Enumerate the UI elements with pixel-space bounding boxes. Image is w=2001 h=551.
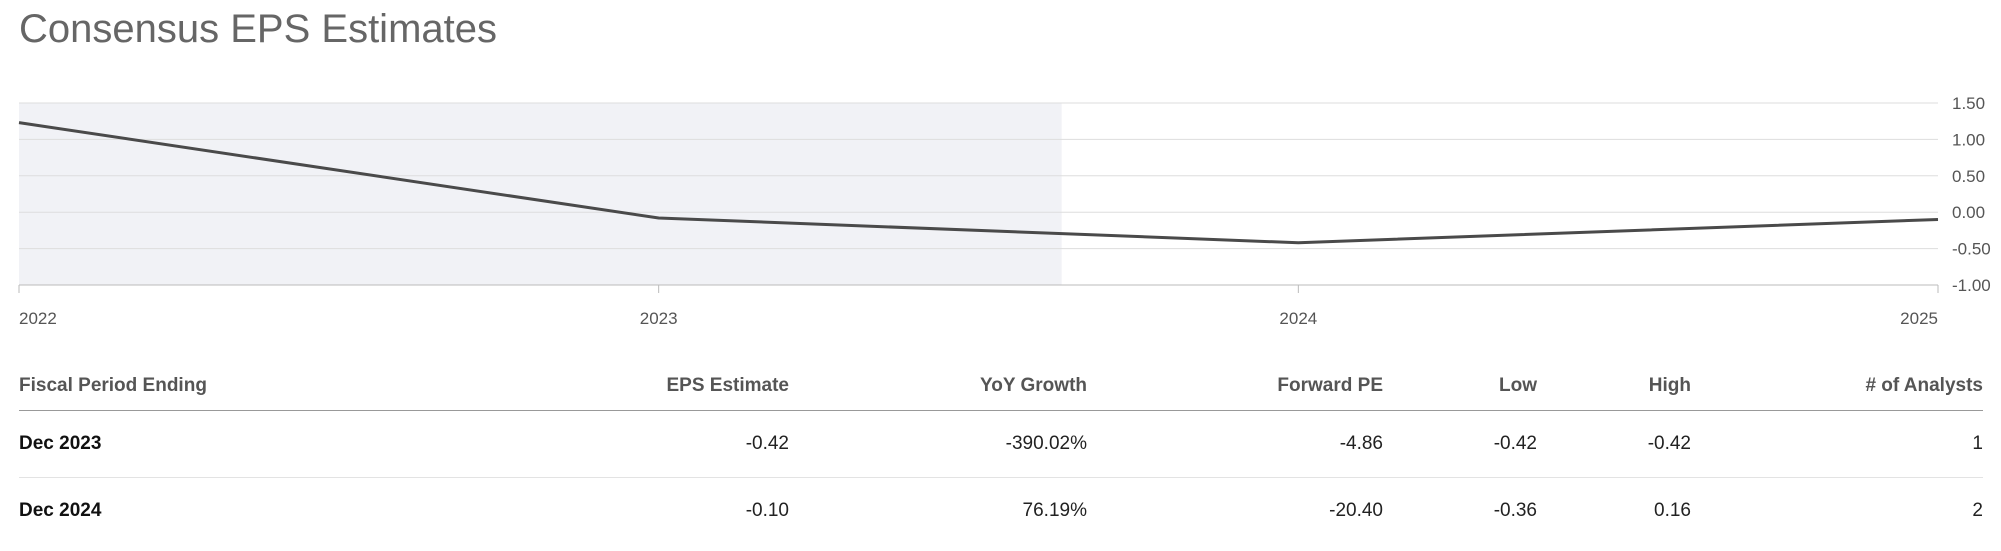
cell-fiscal-period: Dec 2024 xyxy=(19,500,102,521)
cell-low: -0.42 xyxy=(1383,410,1537,478)
header-high: High xyxy=(1537,362,1691,411)
y-tick-label: 0.00 xyxy=(1952,203,1985,222)
shaded-region xyxy=(19,103,1062,285)
cell-fiscal-period: Dec 2023 xyxy=(19,410,489,478)
header-analysts: # of Analysts xyxy=(1691,362,1983,411)
table-row: Dec 2024 -0.10 76.19% -20.40 -0.36 0.16 … xyxy=(19,478,1983,545)
cell-high: 0.16 xyxy=(1654,500,1691,521)
eps-line-chart: 1.50 1.00 0.50 0.00 -0.50 -1.00 2022 2023 2024 20… xyxy=(18,94,1991,328)
eps-series-line xyxy=(18,121,1939,245)
cell-forward-pe: -20.40 xyxy=(1329,500,1383,521)
x-tick-label: 2025 xyxy=(1900,309,1938,328)
cell-analysts: 1 xyxy=(1691,410,1983,478)
header-low: Low xyxy=(1383,362,1537,411)
cell-high: -0.42 xyxy=(1537,410,1691,478)
y-tick-label: 1.00 xyxy=(1952,130,1985,149)
cell-yoy-growth: 76.19% xyxy=(1022,500,1087,521)
cell-eps-estimate: -0.42 xyxy=(489,410,789,478)
header-yoy-growth: YoY Growth xyxy=(789,362,1087,411)
cell-low: -0.36 xyxy=(1493,500,1537,521)
table-header-row: Fiscal Period Ending EPS Estimate YoY Gr… xyxy=(19,362,1983,411)
x-tick-label: 2022 xyxy=(19,309,57,328)
eps-estimates-table: Fiscal Period Ending EPS Estimate YoY Gr… xyxy=(19,362,1983,544)
cell-yoy-growth: -390.02% xyxy=(789,410,1087,478)
x-tick-label: 2023 xyxy=(640,309,678,328)
y-tick-label: -0.50 xyxy=(1952,240,1991,259)
cell-eps-estimate: -0.10 xyxy=(745,500,789,521)
header-eps-estimate: EPS Estimate xyxy=(489,362,789,411)
cell-analysts: 2 xyxy=(1972,500,1983,521)
table-row: Dec 2023 -0.42 -390.02% -4.86 -0.42 -0.4… xyxy=(19,410,1983,478)
header-forward-pe: Forward PE xyxy=(1087,362,1383,411)
x-tick-label: 2024 xyxy=(1279,309,1317,328)
y-tick-label: 0.50 xyxy=(1952,167,1985,186)
page-title: Consensus EPS Estimates xyxy=(19,7,497,51)
y-tick-label: 1.50 xyxy=(1952,94,1985,113)
y-tick-label: -1.00 xyxy=(1952,276,1991,295)
header-fiscal-period: Fiscal Period Ending xyxy=(19,362,489,411)
cell-forward-pe: -4.86 xyxy=(1087,410,1383,478)
